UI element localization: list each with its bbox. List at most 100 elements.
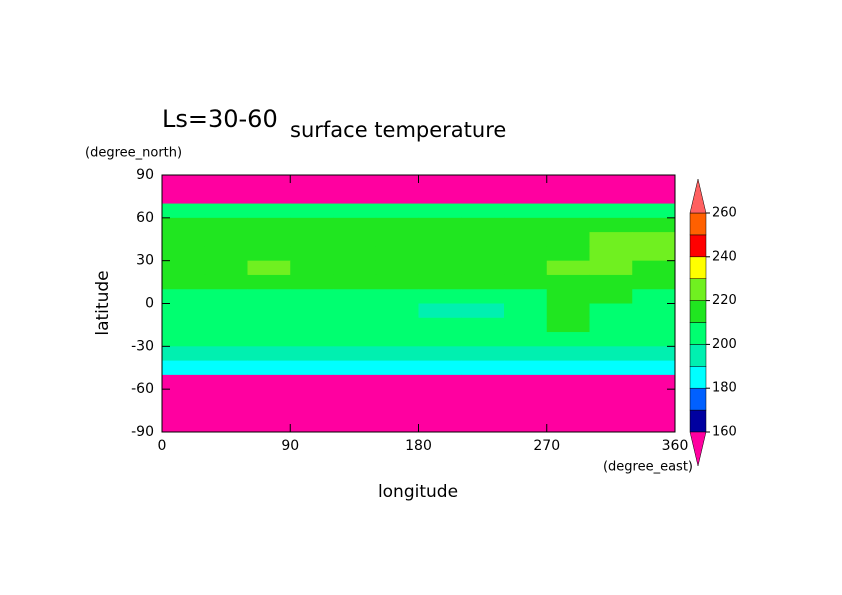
contour-cell (162, 203, 206, 219)
contour-cell (333, 317, 377, 333)
contour-cell (632, 346, 676, 362)
contour-cell (204, 289, 248, 304)
contour-cell (333, 246, 377, 262)
colorbar-tick-label: 180 (712, 381, 737, 396)
contour-cell (290, 274, 334, 290)
y-unit: (degree_north) (85, 146, 182, 161)
contour-cell (461, 289, 505, 304)
contour-cell (375, 317, 419, 333)
contour-cell (247, 232, 291, 247)
contour-cell (290, 360, 334, 376)
contour-cell (247, 274, 291, 290)
contour-cell (632, 203, 676, 219)
contour-cell (546, 274, 590, 290)
colorbar-segment (689, 344, 707, 367)
contour-cell (418, 175, 462, 190)
contour-cell (461, 303, 505, 319)
contour-cell (589, 274, 633, 290)
contour-cell (546, 374, 590, 390)
contour-cell (162, 289, 206, 304)
colorbar-extend-high (689, 178, 707, 214)
contour-cell (247, 360, 291, 376)
contour-cell (418, 374, 462, 390)
x-tick-label: 360 (662, 438, 689, 454)
contour-cell (290, 203, 334, 219)
contour-cell (162, 403, 206, 419)
contour-cell (375, 374, 419, 390)
y-tick-label: 90 (136, 167, 154, 183)
contour-cell (162, 317, 206, 333)
contour-cell (290, 317, 334, 333)
contour-cell (333, 360, 377, 376)
contour-cell (375, 260, 419, 276)
contour-cell (589, 303, 633, 319)
contour-cell (418, 403, 462, 419)
contour-cell (204, 217, 248, 233)
contour-cell (589, 360, 633, 376)
contour-cell (333, 303, 377, 319)
contour-cell (418, 332, 462, 347)
contour-cell (632, 246, 676, 262)
contour-cell (589, 374, 633, 390)
contour-cell (204, 389, 248, 404)
contour-cell (418, 317, 462, 333)
contour-cell (247, 346, 291, 362)
contour-cell (418, 274, 462, 290)
contour-cell (504, 332, 548, 347)
contour-cell (461, 274, 505, 290)
contour-cell (204, 374, 248, 390)
contour-cell (375, 403, 419, 419)
contour-cell (333, 232, 377, 247)
contour-cell (247, 403, 291, 419)
y-tick-label: -30 (131, 338, 154, 354)
contour-cell (375, 346, 419, 362)
contour-cell (333, 260, 377, 276)
colorbar-tick-label: 240 (712, 249, 737, 264)
contour-cell (247, 417, 291, 433)
contour-cell (418, 289, 462, 304)
colorbar-segment (689, 409, 707, 433)
x-unit: (degree_east) (603, 460, 693, 475)
contour-cell (461, 203, 505, 219)
contour-cell (162, 332, 206, 347)
contour-cell (589, 417, 633, 433)
contour-cell (204, 332, 248, 347)
contour-cell (504, 217, 548, 233)
contour-cell (162, 360, 206, 376)
contour-cell (204, 274, 248, 290)
contour-cell (504, 303, 548, 319)
contour-cell (546, 417, 590, 433)
contour-cell (162, 246, 206, 262)
contour-cell (290, 417, 334, 433)
colorbar-tick-label: 160 (712, 425, 737, 440)
contour-cell (204, 203, 248, 219)
contour-cell (418, 346, 462, 362)
contour-cell (290, 232, 334, 247)
contour-cell (162, 417, 206, 433)
contour-cell (247, 389, 291, 404)
contour-cell (375, 232, 419, 247)
x-tick-label: 0 (158, 438, 167, 454)
contour-cell (333, 403, 377, 419)
y-tick-label: 30 (136, 253, 154, 269)
contour-cell (632, 417, 676, 433)
contour-cell (204, 303, 248, 319)
contour-cell (546, 189, 590, 205)
colorbar-segment (689, 322, 707, 345)
contour-cell (375, 189, 419, 205)
colorbar-extend-low (689, 431, 707, 467)
contour-cell (290, 346, 334, 362)
contour-cell (504, 289, 548, 304)
contour-cell (589, 403, 633, 419)
contour-cell (418, 217, 462, 233)
contour-cell (247, 289, 291, 304)
contour-cell (290, 303, 334, 319)
contour-cell (418, 303, 462, 319)
contour-cell (504, 260, 548, 276)
contour-cell (632, 403, 676, 419)
contour-cell (247, 189, 291, 205)
y-tick-label: -90 (131, 424, 154, 440)
y-axis-label: latitude (93, 270, 113, 335)
contour-cell (204, 260, 248, 276)
contour-cell (504, 203, 548, 219)
